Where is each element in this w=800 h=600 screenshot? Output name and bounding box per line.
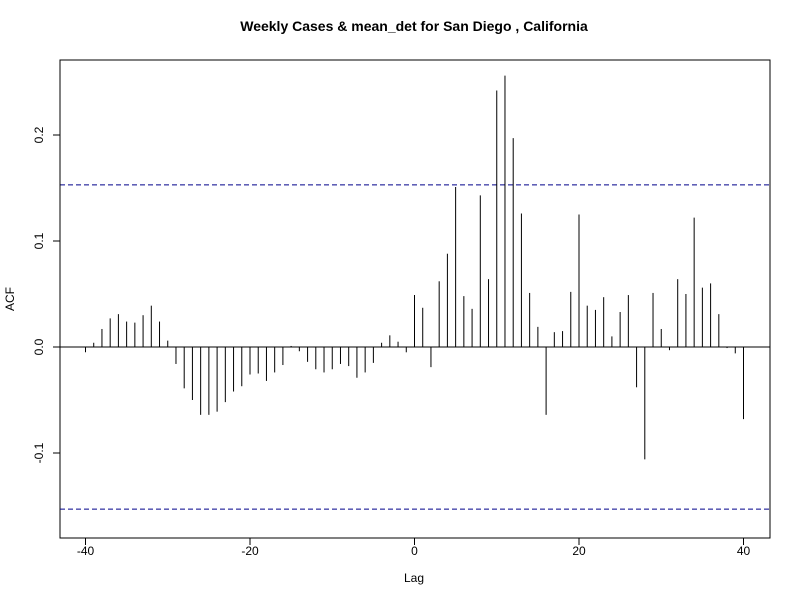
y-tick-label: 0.2 bbox=[32, 126, 46, 143]
y-tick-label: 0.1 bbox=[32, 232, 46, 249]
y-tick-label: 0.0 bbox=[32, 338, 46, 355]
x-tick-label: -40 bbox=[77, 544, 95, 558]
x-tick-label: -20 bbox=[241, 544, 259, 558]
x-axis-label: Lag bbox=[404, 571, 424, 585]
confidence-bounds bbox=[60, 184, 770, 510]
x-axis: -40 -20 0 20 40 bbox=[77, 537, 751, 558]
x-tick-label: 20 bbox=[572, 544, 586, 558]
y-axis: -0.1 0.0 0.1 0.2 bbox=[32, 126, 61, 463]
y-axis-label: ACF bbox=[3, 287, 17, 311]
chart-title: Weekly Cases & mean_det for San Diego , … bbox=[240, 18, 588, 34]
x-tick-label: 0 bbox=[411, 544, 418, 558]
y-tick-label: -0.1 bbox=[32, 442, 46, 463]
acf-bars bbox=[85, 75, 744, 460]
x-tick-label: 40 bbox=[737, 544, 751, 558]
